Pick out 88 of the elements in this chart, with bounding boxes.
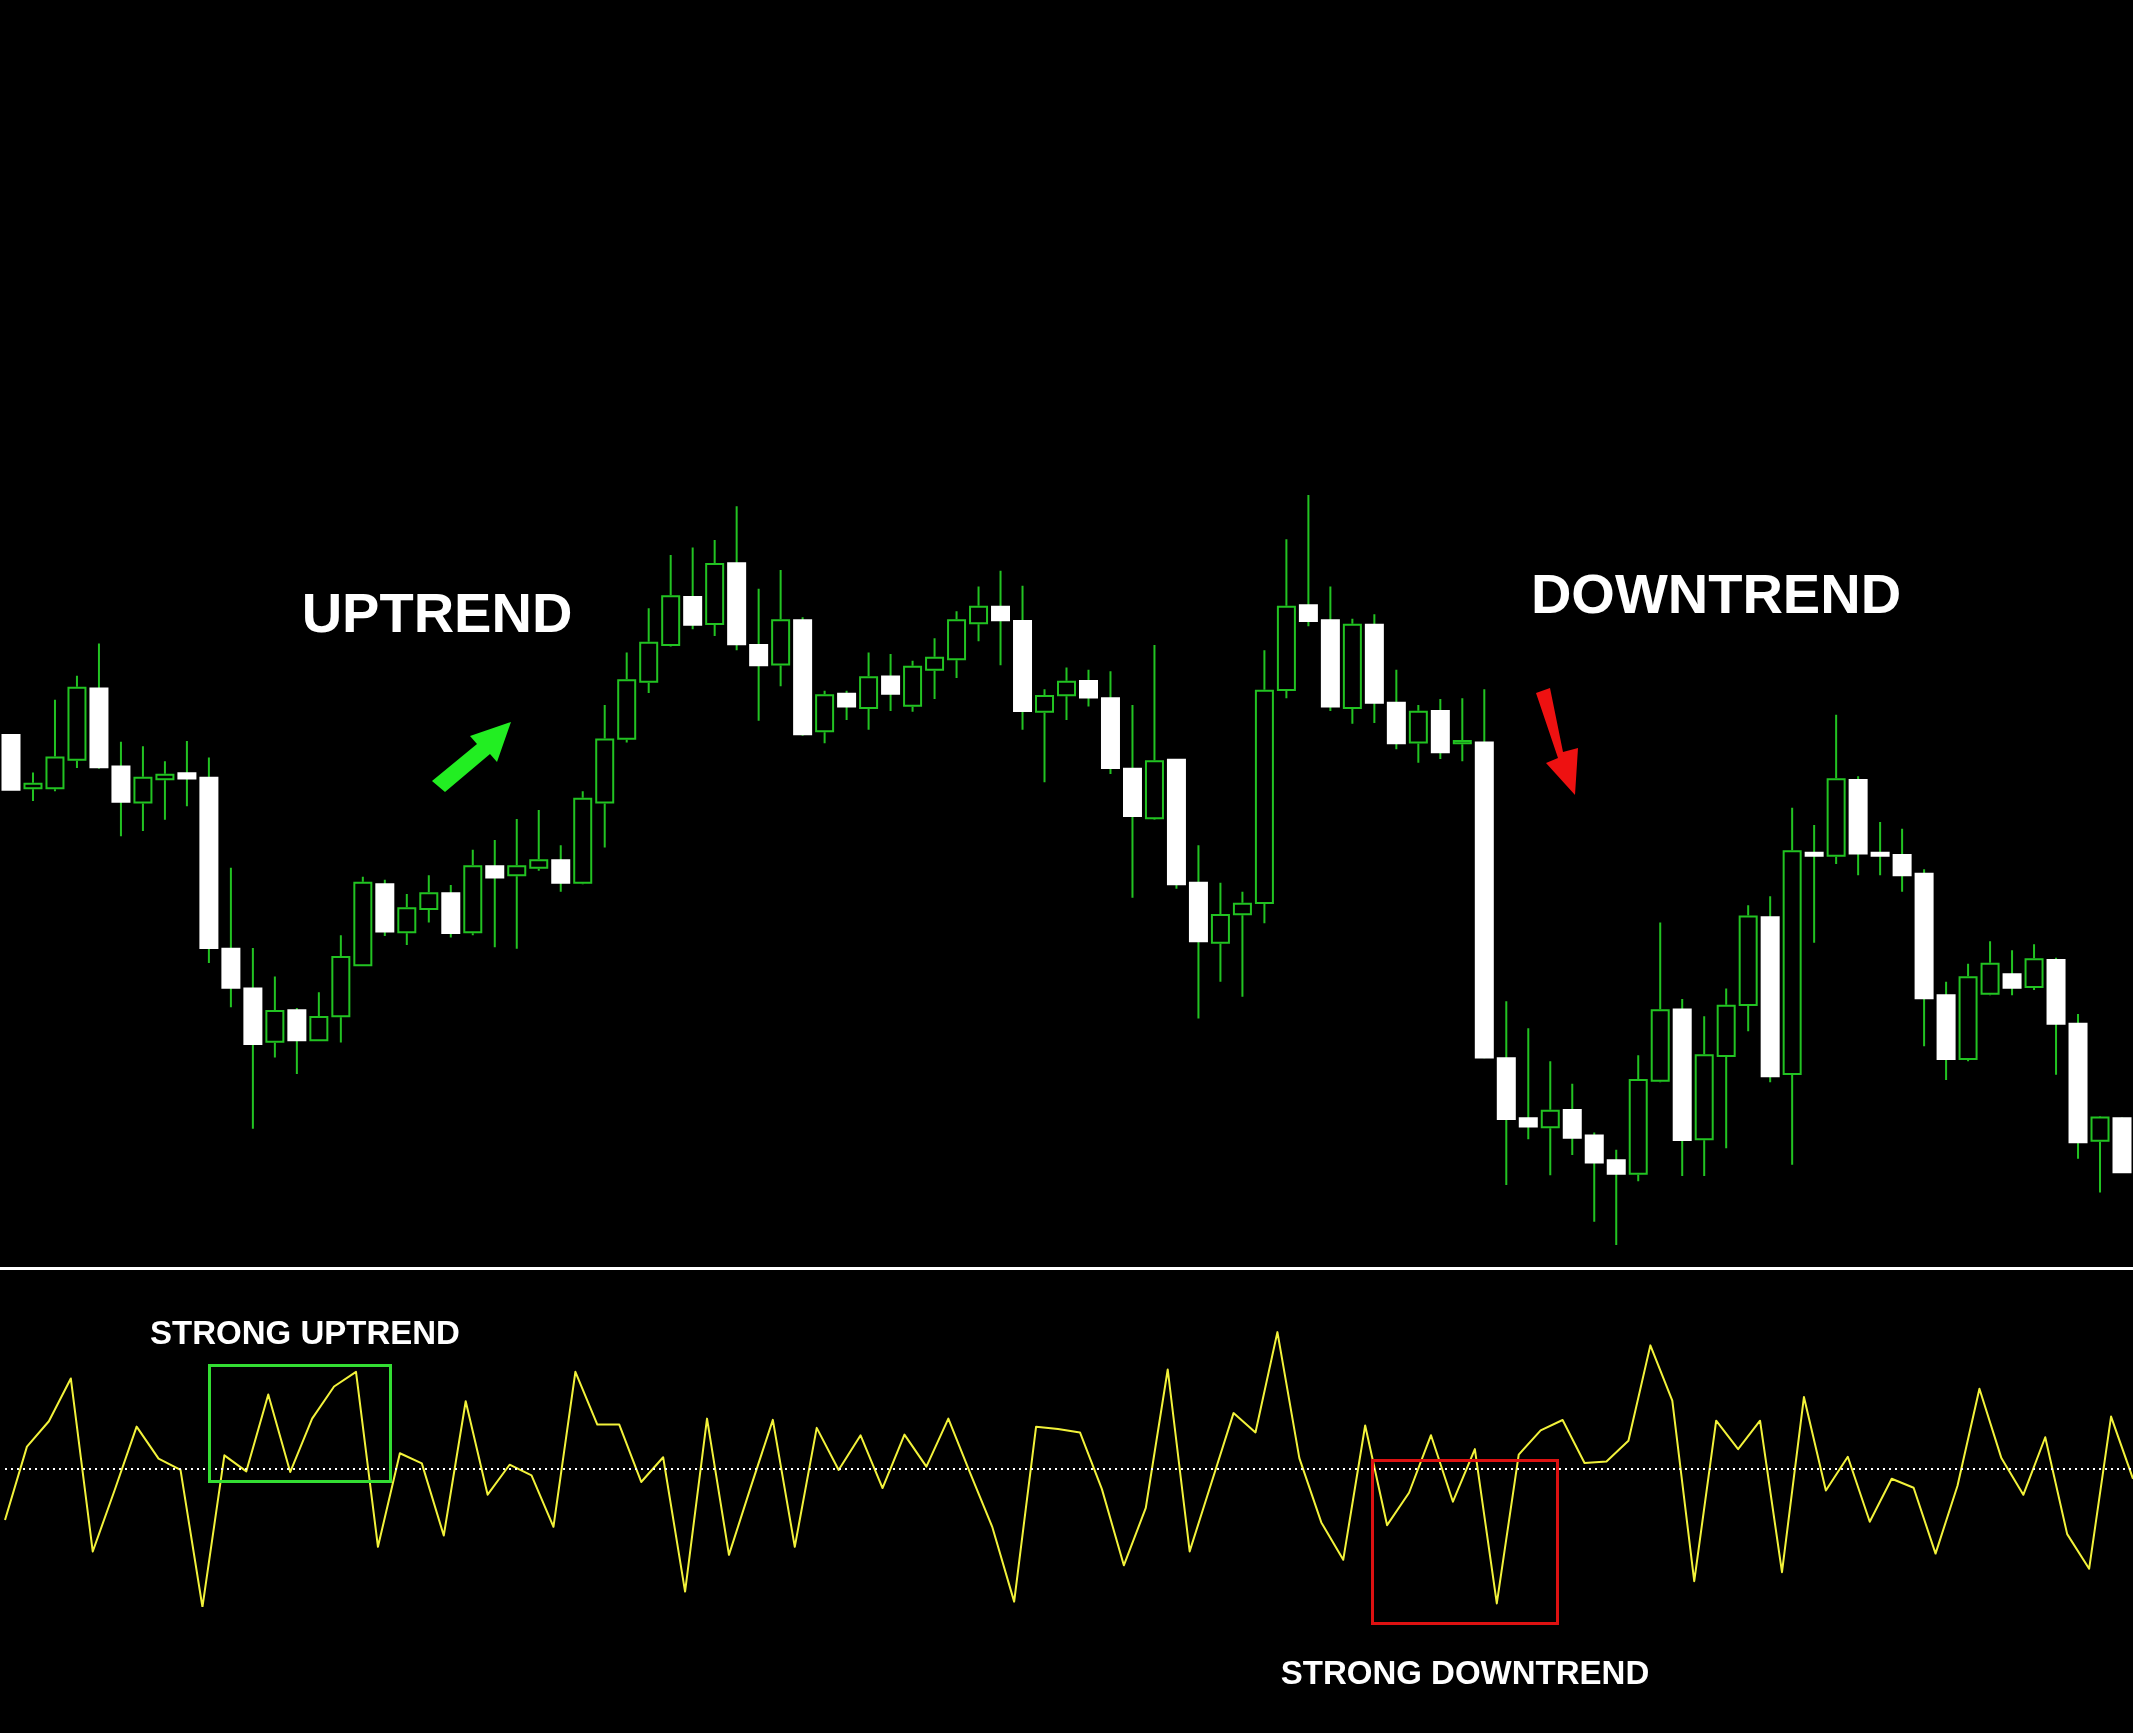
candlestick	[1210, 881, 1230, 983]
candlestick	[1122, 704, 1142, 899]
candlestick	[1408, 704, 1428, 764]
candlestick	[661, 554, 681, 646]
candlestick	[1848, 775, 1868, 877]
candlestick	[1057, 666, 1076, 721]
candlestick	[1078, 668, 1098, 708]
candlestick	[727, 505, 747, 652]
candlestick	[67, 674, 87, 769]
candlestick	[1672, 998, 1692, 1177]
candlestick	[1100, 670, 1120, 775]
candlestick	[1716, 987, 1736, 1150]
candlestick	[1276, 538, 1296, 700]
candlestick	[199, 756, 219, 964]
candlestick	[507, 818, 527, 950]
candlestick	[595, 704, 615, 849]
candlestick	[1804, 824, 1824, 944]
candlestick	[1936, 980, 1956, 1081]
candlestick	[969, 585, 989, 643]
candlestick	[2002, 949, 2022, 997]
candlestick	[1892, 827, 1912, 893]
candlestick	[1628, 1054, 1648, 1183]
candlestick	[1606, 1148, 1626, 1246]
candlestick	[155, 760, 175, 821]
candlestick	[1232, 890, 1252, 998]
candlestick	[1188, 844, 1208, 1020]
candlestick	[1980, 940, 2000, 995]
candlestick	[1342, 617, 1362, 725]
candlestick	[1562, 1082, 1582, 1156]
candlestick	[2046, 956, 2066, 1076]
candlestick	[111, 740, 131, 838]
candlestick	[771, 569, 791, 688]
candlestick	[23, 771, 43, 802]
candlestick	[1738, 904, 1758, 1033]
candlestick	[1386, 668, 1406, 751]
candlestick	[309, 991, 329, 1042]
candlestick	[925, 637, 945, 700]
candlestick	[991, 569, 1011, 667]
candlestick	[1364, 613, 1384, 724]
candlestick	[1035, 688, 1055, 784]
candlestick	[881, 653, 901, 712]
candlestick	[1320, 585, 1340, 712]
candlestick	[1584, 1131, 1604, 1223]
candlestick	[749, 587, 769, 722]
candlestick	[1540, 1060, 1560, 1177]
candlestick	[947, 610, 967, 679]
candlestick	[1013, 584, 1033, 731]
candlestick	[1826, 713, 1846, 865]
candlestick	[221, 866, 241, 1009]
candlestick	[705, 539, 725, 637]
candlestick	[45, 698, 65, 793]
candlestick	[243, 947, 263, 1130]
candlestick	[1144, 644, 1164, 820]
text: STRONG DOWNTREND	[1280, 1654, 1650, 1692]
candlestick	[1298, 494, 1318, 628]
candlestick	[1650, 921, 1670, 1082]
candlestick	[529, 809, 549, 872]
candlestick	[265, 975, 285, 1059]
candlestick	[1782, 806, 1802, 1166]
candlestick	[617, 651, 637, 744]
candlestick	[1870, 821, 1890, 877]
candlestick	[1430, 698, 1450, 760]
annotation: UPTREND	[301, 579, 573, 645]
annotation: STRONG UPTREND	[150, 1314, 460, 1352]
candlestick	[2068, 1013, 2088, 1160]
candlestick	[551, 844, 571, 893]
candlestick	[1914, 868, 1934, 1048]
candlestick	[463, 848, 483, 937]
candlestick	[683, 546, 703, 631]
candlestick	[133, 745, 153, 832]
candlestick	[331, 934, 351, 1044]
candlestick	[2090, 1116, 2110, 1194]
candlestick	[397, 893, 417, 946]
candlestick	[177, 740, 197, 808]
candlestick	[1518, 1027, 1538, 1141]
candlestick	[1496, 1000, 1516, 1186]
candlestick	[1254, 649, 1274, 925]
annotation: DOWNTREND	[1530, 560, 1902, 626]
candlestick	[485, 839, 505, 949]
candlestick	[639, 607, 659, 694]
candlestick	[287, 1007, 307, 1075]
candlestick	[1452, 697, 1472, 763]
candlestick	[1760, 895, 1780, 1084]
candlestick	[1474, 688, 1494, 1059]
candlestick	[859, 651, 879, 731]
candlestick	[419, 874, 439, 924]
candlestick	[1694, 1015, 1714, 1177]
candlestick	[89, 642, 109, 769]
